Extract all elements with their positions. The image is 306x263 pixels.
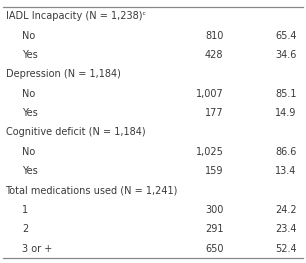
Text: IADL Incapacity (N = 1,238)ᶜ: IADL Incapacity (N = 1,238)ᶜ — [6, 11, 146, 21]
Text: 291: 291 — [205, 224, 223, 234]
Text: 428: 428 — [205, 50, 223, 60]
Text: No: No — [22, 147, 35, 157]
Text: 1,025: 1,025 — [196, 147, 223, 157]
Text: No: No — [22, 31, 35, 41]
Text: 86.6: 86.6 — [275, 147, 297, 157]
Text: 1: 1 — [22, 205, 28, 215]
Text: 177: 177 — [205, 108, 223, 118]
Text: 1,007: 1,007 — [196, 89, 223, 99]
Text: 810: 810 — [205, 31, 223, 41]
Text: 85.1: 85.1 — [275, 89, 297, 99]
Text: 34.6: 34.6 — [275, 50, 297, 60]
Text: 24.2: 24.2 — [275, 205, 297, 215]
Text: Yes: Yes — [22, 50, 38, 60]
Text: 650: 650 — [205, 244, 223, 254]
Text: Yes: Yes — [22, 166, 38, 176]
Text: 2: 2 — [22, 224, 28, 234]
Text: 23.4: 23.4 — [275, 224, 297, 234]
Text: 3 or +: 3 or + — [22, 244, 53, 254]
Text: Cognitive deficit (N = 1,184): Cognitive deficit (N = 1,184) — [6, 127, 145, 138]
Text: 52.4: 52.4 — [275, 244, 297, 254]
Text: 300: 300 — [205, 205, 223, 215]
Text: 13.4: 13.4 — [275, 166, 297, 176]
Text: Depression (N = 1,184): Depression (N = 1,184) — [6, 69, 120, 79]
Text: No: No — [22, 89, 35, 99]
Text: Yes: Yes — [22, 108, 38, 118]
Text: 14.9: 14.9 — [275, 108, 297, 118]
Text: 159: 159 — [205, 166, 223, 176]
Text: 65.4: 65.4 — [275, 31, 297, 41]
Text: Total medications used (N = 1,241): Total medications used (N = 1,241) — [6, 185, 178, 195]
